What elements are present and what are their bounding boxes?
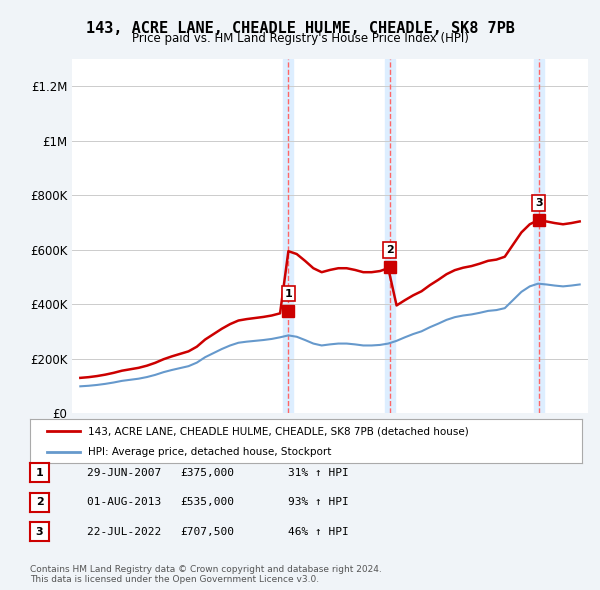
Bar: [534, 59, 544, 413]
Text: 1: 1: [36, 468, 43, 477]
Text: Price paid vs. HM Land Registry's House Price Index (HPI): Price paid vs. HM Land Registry's House …: [131, 32, 469, 45]
Text: £535,000: £535,000: [180, 497, 234, 507]
Text: 1: 1: [284, 289, 292, 299]
Text: Contains HM Land Registry data © Crown copyright and database right 2024.
This d: Contains HM Land Registry data © Crown c…: [30, 565, 382, 584]
Text: 46% ↑ HPI: 46% ↑ HPI: [288, 527, 349, 536]
Text: £707,500: £707,500: [180, 527, 234, 536]
Text: 93% ↑ HPI: 93% ↑ HPI: [288, 497, 349, 507]
Text: 2: 2: [36, 497, 43, 507]
Bar: [283, 59, 293, 413]
Text: 31% ↑ HPI: 31% ↑ HPI: [288, 468, 349, 477]
Text: 143, ACRE LANE, CHEADLE HULME, CHEADLE, SK8 7PB (detached house): 143, ACRE LANE, CHEADLE HULME, CHEADLE, …: [88, 427, 469, 436]
Text: 3: 3: [535, 198, 543, 208]
Bar: [385, 59, 395, 413]
Text: 01-AUG-2013: 01-AUG-2013: [60, 497, 161, 507]
Text: 29-JUN-2007: 29-JUN-2007: [60, 468, 161, 477]
Text: HPI: Average price, detached house, Stockport: HPI: Average price, detached house, Stoc…: [88, 447, 331, 457]
Text: 2: 2: [386, 245, 394, 255]
Text: £375,000: £375,000: [180, 468, 234, 477]
Text: 22-JUL-2022: 22-JUL-2022: [60, 527, 161, 536]
Text: 143, ACRE LANE, CHEADLE HULME, CHEADLE, SK8 7PB: 143, ACRE LANE, CHEADLE HULME, CHEADLE, …: [86, 21, 514, 35]
Text: 3: 3: [36, 527, 43, 536]
